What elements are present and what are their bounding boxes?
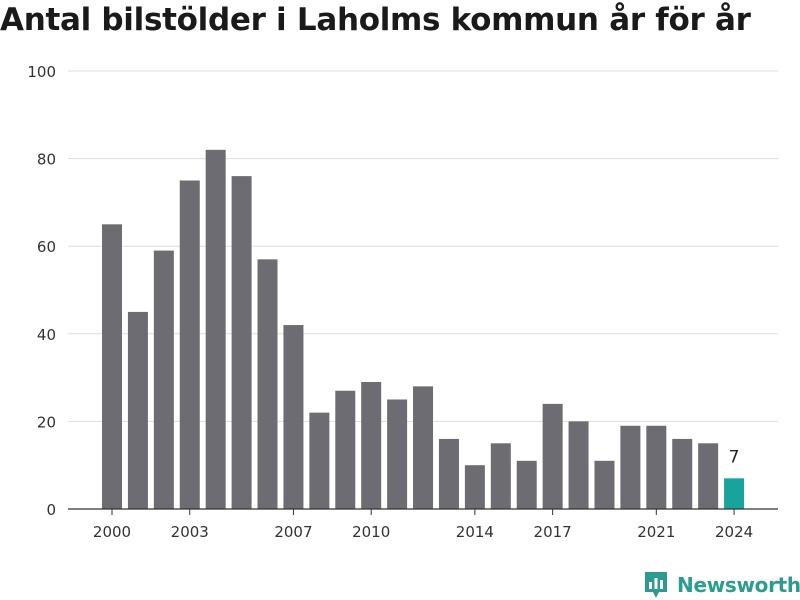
newsworthy-logo-icon [645, 572, 667, 598]
bar [283, 325, 304, 509]
brand-name: Newsworthy [677, 573, 800, 597]
y-tick-label: 80 [37, 151, 56, 169]
bar [309, 412, 330, 509]
y-tick-label: 60 [37, 238, 56, 256]
x-tick-label: 2017 [534, 523, 572, 541]
bar [672, 438, 693, 509]
bars [102, 149, 745, 510]
bar [102, 224, 122, 510]
bar [387, 399, 408, 509]
bar [438, 438, 459, 509]
bar [516, 460, 537, 509]
x-tick-label: 2007 [274, 523, 312, 541]
x-tick-label: 2014 [456, 523, 494, 541]
gridlines [68, 70, 778, 422]
bar [205, 149, 226, 509]
y-tick-label: 20 [37, 413, 56, 431]
bar [257, 259, 278, 509]
chart-title: Antal bilstölder i Laholms kommun år för… [0, 2, 751, 38]
y-tick-label: 40 [37, 326, 56, 344]
bar [361, 381, 382, 509]
x-axis-ticks: 2000 2003 2007 2010 2014 2017 2021 2024 [93, 509, 753, 541]
bar [490, 443, 511, 509]
bar [179, 180, 200, 509]
bar [335, 390, 356, 509]
data-label: 7 [729, 447, 740, 467]
y-axis-tick-labels: 0 20 40 60 80 100 [27, 63, 56, 519]
bar [568, 421, 589, 509]
bar [698, 443, 719, 509]
x-tick-label: 2003 [171, 523, 209, 541]
y-tick-label: 100 [27, 63, 56, 81]
x-tick-label: 2021 [637, 523, 675, 541]
x-tick-label: 2010 [352, 523, 390, 541]
y-tick-label: 0 [46, 501, 56, 519]
x-tick-label: 2000 [93, 523, 131, 541]
bar [594, 460, 615, 509]
bar [127, 311, 148, 509]
bar [620, 425, 641, 509]
bar-highlight [724, 478, 745, 509]
bar [542, 403, 563, 509]
bar [646, 425, 667, 509]
bar [413, 386, 434, 509]
data-labels: 7 [729, 447, 740, 467]
x-tick-label: 2024 [715, 523, 753, 541]
bar [153, 250, 174, 509]
bar [231, 176, 252, 509]
bar [464, 465, 485, 509]
brand-logo: Newsworthy [643, 570, 800, 600]
